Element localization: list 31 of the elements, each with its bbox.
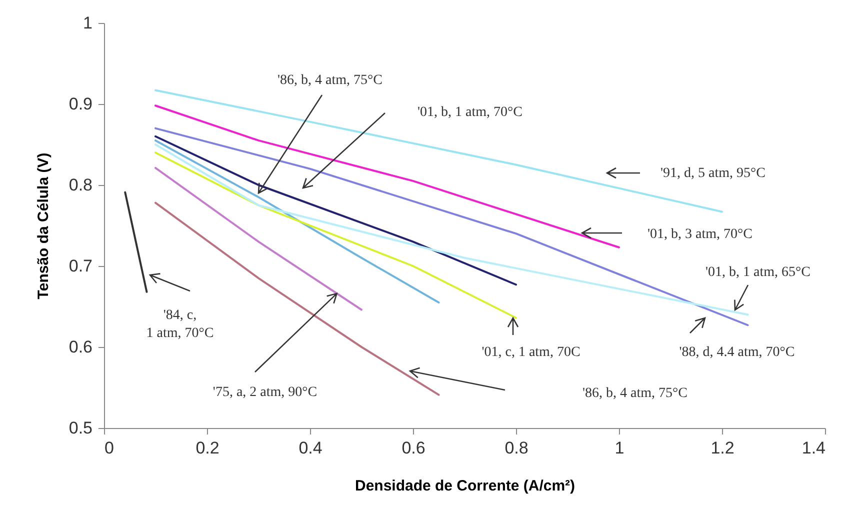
line-series (154, 135, 517, 286)
x-tick-label: 0 (104, 438, 114, 458)
y-axis-title: Tensão da Célula (V) (34, 152, 52, 300)
annotation: '84, c, 1 atm, 70°C (146, 308, 214, 341)
y-tick-label: 0.7 (68, 256, 92, 276)
x-axis-title: Densidade de Corrente (A/cm²) (354, 478, 576, 494)
x-tick-label: 1.4 (802, 438, 826, 458)
annotation: '86, b, 4 atm, 75°C (582, 386, 688, 401)
annotation: '86, b, 4 atm, 75°C (278, 73, 382, 88)
line-series (154, 202, 440, 396)
x-tick-label: 1 (614, 438, 624, 458)
annotation: '01, b, 1 atm, 70°C (418, 105, 522, 120)
line-series (154, 139, 440, 304)
y-tick-label: 0.6 (68, 338, 92, 356)
x-tick-label: 1.2 (710, 438, 734, 458)
x-tick-label: 0.8 (504, 438, 528, 458)
x-tick-label: 0.6 (402, 438, 426, 458)
y-tick-label: 0.5 (68, 418, 92, 438)
annotation: '75, a, 2 atm, 90°C (212, 385, 318, 400)
line-series (154, 152, 517, 319)
annotation: '01, c, 1 atm, 70C (482, 345, 580, 360)
y-tick-label: 1 (83, 14, 92, 32)
line-series (154, 104, 620, 248)
y-tick-label: 0.9 (68, 94, 92, 114)
annotation: '88, d, 4.4 atm, 70°C (679, 345, 795, 360)
annotation: '91, d, 5 atm, 95°C (660, 166, 766, 181)
y-tick-label: 0.8 (68, 176, 92, 194)
x-tick-label: 0.2 (196, 438, 220, 458)
annotation: '01, b, 3 atm, 70°C (648, 227, 752, 242)
x-tick-label: 0.4 (298, 438, 322, 458)
annotation: '01, b, 1 atm, 65°C (706, 265, 810, 280)
